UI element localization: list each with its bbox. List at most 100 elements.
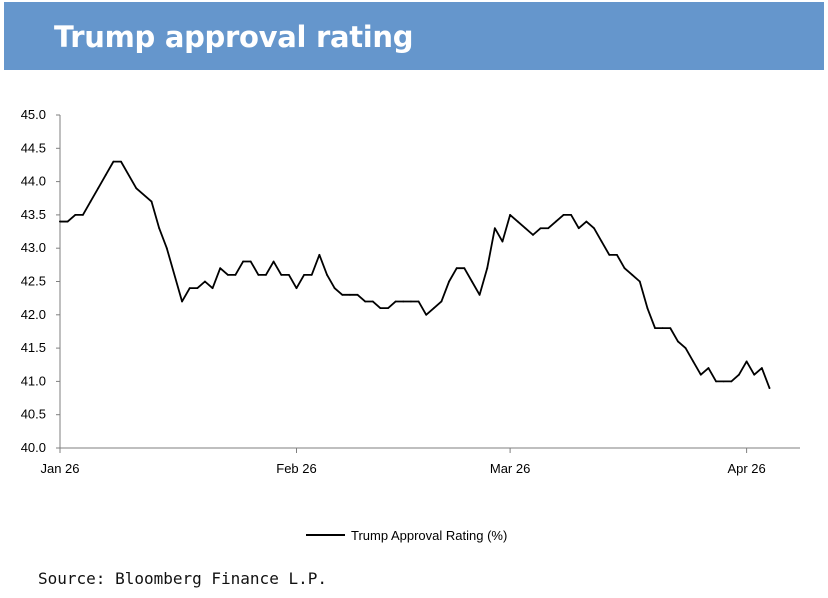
data-point <box>59 220 61 223</box>
data-point <box>242 260 244 263</box>
data-point <box>768 387 771 389</box>
data-point <box>524 227 527 230</box>
data-point <box>692 360 695 363</box>
data-point <box>707 367 710 369</box>
data-point <box>265 273 267 276</box>
data-point <box>654 327 656 330</box>
data-point <box>471 280 473 283</box>
data-point <box>188 287 191 290</box>
data-point <box>97 187 100 190</box>
data-point <box>181 300 183 303</box>
data-point <box>303 273 306 276</box>
data-point <box>417 300 420 303</box>
series-lines <box>59 160 771 389</box>
y-axis: 40.0 40.5 41.0 41.5 42.0 42.5 43.0 43.5 44.0 44.5… <box>21 107 61 455</box>
data-point <box>730 380 733 383</box>
data-point <box>333 287 336 290</box>
data-point <box>440 300 443 303</box>
data-point <box>379 307 382 310</box>
data-point <box>509 214 511 216</box>
data-point <box>280 273 283 276</box>
y-tick-label: 45.0 <box>21 107 46 122</box>
y-tick-label: 44.5 <box>21 140 46 155</box>
data-point <box>593 227 595 230</box>
data-point <box>104 174 107 176</box>
data-point <box>387 307 389 310</box>
data-point <box>493 227 496 230</box>
data-point <box>226 273 229 276</box>
series-line-0 <box>59 160 771 389</box>
data-point <box>150 200 153 203</box>
data-point <box>532 233 534 236</box>
x-tick-label: Mar 26 <box>490 461 530 476</box>
data-point <box>623 267 626 270</box>
data-point <box>554 220 557 223</box>
data-point <box>432 307 435 310</box>
y-tick-label: 41.0 <box>21 373 46 388</box>
y-tick-label: 43.5 <box>21 207 46 222</box>
y-tick-label: 40.5 <box>21 407 46 422</box>
data-point <box>74 214 77 216</box>
page-title: Trump approval rating <box>54 20 414 54</box>
x-tick-label: Apr 26 <box>727 461 765 476</box>
x-tick-label: Feb 26 <box>276 461 316 476</box>
data-point <box>448 280 450 283</box>
data-point <box>699 373 702 376</box>
data-point <box>272 260 275 263</box>
data-point <box>715 380 717 383</box>
data-point <box>562 214 565 216</box>
data-point <box>371 300 374 303</box>
data-point <box>257 273 260 276</box>
y-tick-label: 42.5 <box>21 274 46 289</box>
data-point <box>234 273 237 276</box>
data-point <box>486 267 489 270</box>
data-point <box>463 267 466 270</box>
data-point <box>760 367 763 369</box>
data-point <box>669 327 672 330</box>
data-point <box>631 273 634 276</box>
y-tick-label: 40.0 <box>21 440 46 455</box>
data-point <box>287 273 290 276</box>
data-point <box>89 200 92 203</box>
data-point <box>310 273 313 276</box>
data-point <box>318 253 321 256</box>
data-point <box>585 220 588 223</box>
data-point <box>81 214 84 216</box>
data-point <box>677 340 679 343</box>
data-point <box>425 313 428 316</box>
data-point <box>608 253 611 256</box>
legend: Trump Approval Rating (%) <box>306 528 507 543</box>
data-point <box>341 293 344 296</box>
y-tick-label: 43.0 <box>21 240 46 255</box>
y-tick-label: 41.5 <box>21 340 46 355</box>
data-point <box>402 300 405 303</box>
data-point <box>638 280 641 283</box>
data-point <box>738 373 740 376</box>
data-point <box>646 307 649 310</box>
data-point <box>455 267 458 270</box>
data-point <box>577 227 580 230</box>
data-point <box>66 220 69 223</box>
data-point <box>120 160 122 163</box>
data-point <box>112 160 115 163</box>
x-tick-label: Jan 26 <box>40 461 79 476</box>
data-point <box>684 347 687 349</box>
data-point <box>722 380 725 383</box>
data-point <box>753 373 756 376</box>
data-point <box>501 240 504 243</box>
data-point <box>478 293 481 296</box>
data-point <box>249 260 252 263</box>
title-banner: Trump approval rating <box>4 2 824 70</box>
x-axis: Jan 26 Feb 26 Mar 26 Apr 26 <box>40 447 800 476</box>
data-point <box>661 327 664 330</box>
data-point <box>356 293 359 296</box>
data-point <box>219 267 222 270</box>
data-point <box>570 214 573 216</box>
data-point <box>394 300 397 303</box>
data-point <box>364 300 367 303</box>
data-point <box>745 360 748 363</box>
data-point <box>349 293 351 296</box>
data-point <box>165 247 168 250</box>
data-point <box>600 240 603 243</box>
